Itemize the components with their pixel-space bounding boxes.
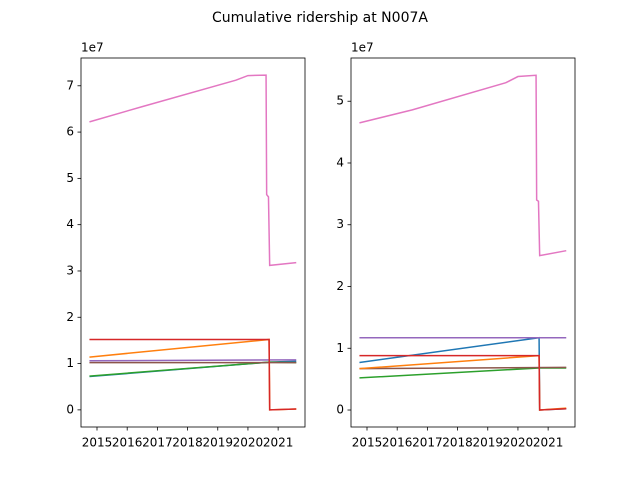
x-tick-label: 2017 xyxy=(412,436,443,450)
x-tick-label: 2018 xyxy=(442,436,473,450)
x-tick-label: 2019 xyxy=(472,436,503,450)
y-tick-label: 7 xyxy=(66,78,74,92)
y-tick-label: 4 xyxy=(336,155,344,169)
line xyxy=(89,338,297,411)
x-tick-label: 2018 xyxy=(172,436,203,450)
y-tick-label: 5 xyxy=(336,94,344,108)
line xyxy=(359,366,567,370)
y-tick-label: 5 xyxy=(66,171,74,185)
y-tick-label: 6 xyxy=(66,125,74,139)
x-tick-label: 2015 xyxy=(352,436,383,450)
x-tick-label: 2021 xyxy=(533,436,564,450)
y-tick-label: 3 xyxy=(66,263,74,277)
x-tick-label: 2017 xyxy=(142,436,173,450)
line xyxy=(359,336,567,411)
line xyxy=(359,74,567,257)
x-tick-label: 2015 xyxy=(82,436,113,450)
x-tick-label: 2021 xyxy=(263,436,294,450)
x-tick-label: 2020 xyxy=(233,436,264,450)
y-tick-label: 4 xyxy=(66,217,74,231)
y-tick-label: 0 xyxy=(66,402,74,416)
line xyxy=(359,354,567,411)
offset-label: 1e7 xyxy=(351,41,374,55)
y-tick-label: 2 xyxy=(66,310,74,324)
x-tick-label: 2016 xyxy=(382,436,413,450)
y-tick-label: 3 xyxy=(336,217,344,231)
line xyxy=(89,359,297,362)
line xyxy=(89,361,297,377)
axes-frame xyxy=(80,57,306,428)
x-tick-label: 2016 xyxy=(112,436,143,450)
figure-title: Cumulative ridership at N007A xyxy=(212,10,428,26)
y-tick-label: 1 xyxy=(336,341,344,355)
y-tick-label: 1 xyxy=(66,356,74,370)
line xyxy=(359,354,567,411)
y-tick-label: 2 xyxy=(336,279,344,293)
x-tick-label: 2020 xyxy=(503,436,534,450)
line xyxy=(359,367,567,379)
offset-label: 1e7 xyxy=(81,41,104,55)
line xyxy=(89,74,297,267)
x-tick-label: 2019 xyxy=(202,436,233,450)
axes-frame xyxy=(350,57,576,428)
y-tick-label: 0 xyxy=(336,403,344,417)
